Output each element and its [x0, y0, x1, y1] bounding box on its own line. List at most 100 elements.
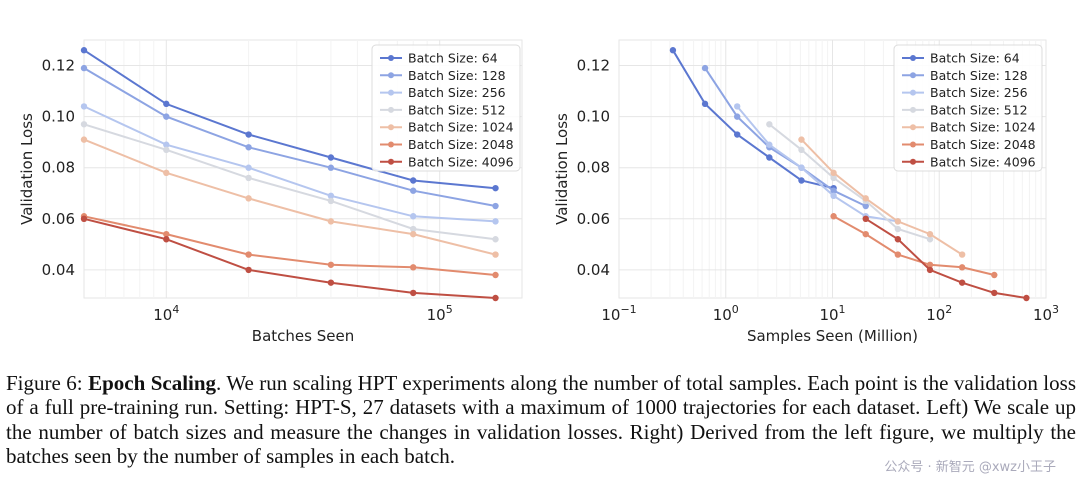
chart-1-series-line-7 — [83, 217, 496, 299]
chart-2-data-point — [926, 261, 934, 268]
chart-2-series-line-6 — [833, 215, 995, 276]
chart-1-legend-marker — [388, 124, 394, 131]
chart-1-series-line-4 — [83, 123, 496, 241]
chart-2-data-point — [862, 230, 869, 238]
chart-2-data-point — [958, 251, 966, 258]
chart-1-data-point — [80, 136, 88, 143]
chart-1-data-point — [492, 271, 499, 279]
chart-1-data-point — [245, 131, 252, 138]
chart-2-data-point — [766, 121, 773, 128]
chart-2-data-point — [991, 289, 998, 297]
chart-2-data-point — [669, 47, 677, 54]
chart-1-data-point — [245, 144, 252, 151]
chart-right: 10−1 100 101 102 103 0.04 0.06 0.08 0.10 0.12 Samp… — [553, 39, 1059, 345]
chart-2-data-point — [958, 279, 966, 286]
chart-2-x-tick-label: 101 — [819, 303, 845, 324]
chart-2-x-tick-label: 10−1 — [601, 303, 636, 324]
chart-1-legend-marker — [388, 141, 394, 148]
chart-1-x-axis-label: Batches Seen — [252, 327, 354, 345]
chart-1-series-line-5 — [83, 138, 496, 256]
chart-1-data-point — [410, 289, 417, 297]
chart-2-data-point — [958, 264, 966, 271]
chart-1-data-point — [163, 146, 170, 154]
chart-2-legend-marker — [910, 124, 916, 131]
chart-1-x-tick-label: 104 — [153, 303, 179, 324]
chart-2-y-tick-label: 0.12 — [577, 57, 610, 75]
chart-1-data-point — [80, 47, 88, 54]
chart-2-data-point — [733, 113, 741, 120]
chart-2-legend-marker — [910, 89, 916, 96]
chart-2-legend-marker — [910, 72, 916, 79]
chart-2-legend-label: Batch Size: 512 — [930, 102, 1028, 117]
chart-1-data-point — [245, 251, 252, 258]
chart-2-y-tick-label: 0.08 — [577, 159, 610, 177]
chart-1-data-point — [163, 236, 170, 243]
chart-2-data-point — [830, 169, 837, 177]
chart-2-data-point — [798, 177, 805, 184]
chart-1-data-point — [327, 197, 335, 205]
chart-2-y-tick-label: 0.10 — [577, 108, 610, 126]
chart-1-data-point — [327, 261, 335, 268]
chart-2-data-point — [798, 146, 805, 154]
chart-2-data-point — [766, 154, 773, 161]
chart-1-data-point — [410, 264, 417, 271]
chart-2-data-point — [894, 236, 902, 243]
chart-1-legend-label: Batch Size: 1024 — [408, 120, 514, 135]
chart-2-legend-marker — [910, 141, 916, 148]
chart-1-data-point — [492, 184, 499, 192]
chart-1-data-point — [245, 266, 252, 274]
chart-1-data-point — [410, 225, 417, 233]
chart-1-data-point — [327, 154, 335, 161]
chart-1-legend-label: Batch Size: 64 — [408, 51, 498, 66]
chart-2-x-tick-label: 103 — [1033, 303, 1059, 324]
chart-1-y-tick-label: 0.06 — [42, 210, 75, 228]
chart-1-data-point — [492, 218, 499, 225]
chart-1-y-axis-label: Validation Loss — [18, 113, 36, 225]
chart-1-legend-label: Batch Size: 256 — [408, 85, 506, 100]
chart-2-series-line-5 — [800, 138, 963, 256]
chart-2-x-axis-label: Samples Seen (Million) — [747, 327, 918, 345]
chart-1-data-point — [163, 169, 170, 177]
chart-2-legend-marker — [910, 106, 916, 113]
chart-1-data-point — [80, 64, 88, 72]
chart-2-data-point — [926, 266, 934, 274]
chart-2-data-point — [830, 174, 837, 182]
chart-1-data-point — [410, 230, 417, 238]
chart-2-legend-label: Batch Size: 64 — [930, 51, 1020, 66]
chart-1-legend-marker — [388, 89, 394, 96]
chart-2-series-line-4 — [768, 123, 931, 241]
chart-1-data-point — [327, 192, 335, 200]
chart-2-legend-marker — [910, 55, 916, 61]
chart-1-legend-marker — [388, 55, 394, 61]
chart-2-data-point — [701, 64, 709, 72]
chart-1-data-point — [327, 164, 335, 171]
chart-2-data-point — [1023, 294, 1030, 302]
caption-title: Epoch Scaling — [88, 371, 217, 395]
chart-2-y-axis-label: Validation Loss — [553, 113, 571, 225]
chart-1-data-point — [245, 195, 252, 202]
chart-1-series-line-2 — [83, 67, 496, 207]
watermark: 公众号 · 新智元 @xwz小王子 — [884, 460, 1056, 475]
chart-2-data-point — [830, 187, 837, 194]
chart-2-legend-label: Batch Size: 4096 — [930, 154, 1036, 169]
chart-1-data-point — [410, 177, 417, 184]
chart-2-data-point — [991, 271, 998, 279]
chart-1-legend-label: Batch Size: 512 — [408, 102, 506, 117]
chart-1-data-point — [245, 174, 252, 182]
chart-1-y-tick-label: 0.10 — [42, 108, 75, 126]
caption-text: . We run scaling HPT experiments along t… — [6, 371, 1076, 469]
chart-1-data-point — [492, 236, 499, 243]
chart-1-y-tick-label: 0.08 — [42, 159, 75, 177]
chart-1-y-tick-label: 0.04 — [42, 261, 75, 279]
chart-2-data-point — [701, 100, 709, 108]
chart-2-data-point — [862, 215, 869, 223]
chart-1-data-point — [163, 230, 170, 238]
caption-figure-label: Figure 6: — [6, 371, 83, 395]
chart-1-data-point — [410, 187, 417, 194]
chart-1-data-point — [327, 279, 335, 286]
chart-2-data-point — [766, 141, 773, 148]
chart-2-x-tick-label: 102 — [926, 303, 952, 324]
chart-1-data-point — [492, 251, 499, 258]
chart-1-legend-label: Batch Size: 128 — [408, 68, 506, 83]
chart-2-series-line-7 — [865, 217, 1027, 299]
